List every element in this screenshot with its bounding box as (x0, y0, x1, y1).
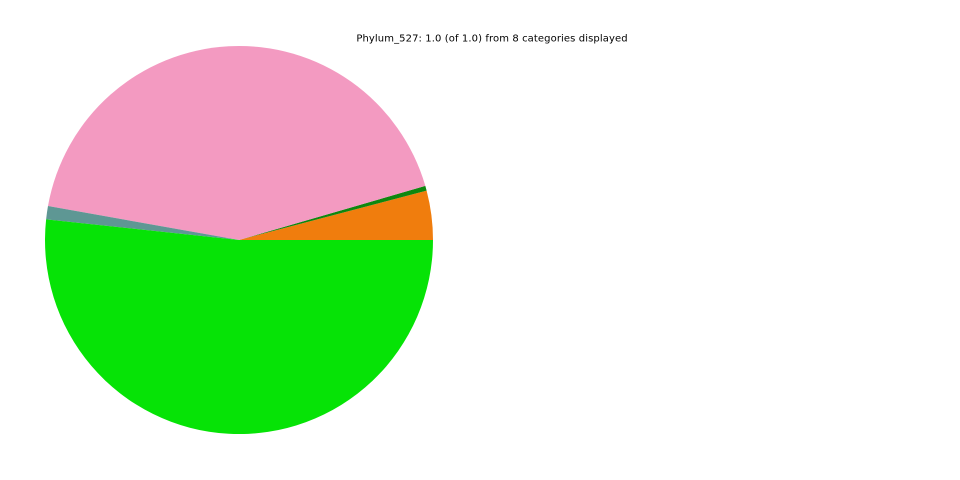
pie-slice-pink (47, 45, 426, 240)
pie-slice-teal-gray (46, 206, 239, 240)
pie-slice-dark-green (239, 185, 427, 240)
pie-slice-orange (239, 190, 433, 240)
chart-title: Phylum_527: 1.0 (of 1.0) from 8 categori… (356, 33, 628, 45)
pie-slice-bright-green (44, 219, 434, 435)
